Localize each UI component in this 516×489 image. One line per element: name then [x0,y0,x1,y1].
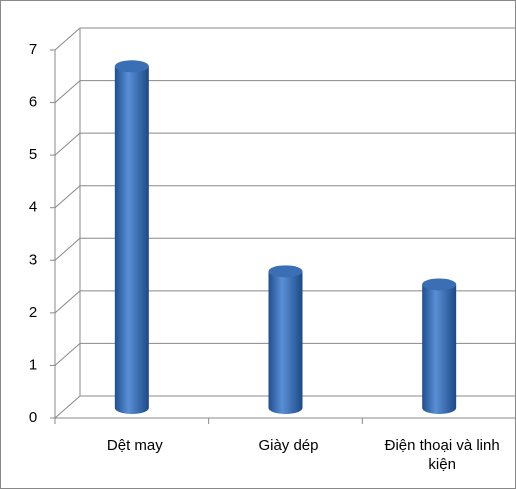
bar [114,60,149,414]
x-tick-label: Dệt may [106,437,163,454]
y-tick-label: 2 [29,304,37,321]
y-tick-label: 7 [29,41,37,58]
grid-line [54,185,516,209]
bar [268,265,303,414]
grid-line [54,290,516,314]
grid-line [54,395,516,419]
y-tick-label: 4 [29,199,37,216]
y-tick-label: 6 [29,94,37,111]
bar-body [114,66,149,414]
bar-top [268,265,303,278]
grid-line [54,132,516,156]
y-tick-label: 0 [29,409,37,426]
y-tick-label: 1 [29,356,37,373]
bar-top [422,278,457,291]
bar [422,278,457,414]
bar-body [422,284,457,414]
bar-top [114,60,149,73]
x-tick-label: Điện thoại và linh kiện [384,437,500,473]
bar-body [268,271,303,414]
grid-line [54,237,516,261]
y-tick-label: 5 [29,146,37,163]
grid-line [54,27,516,51]
grid-line [54,80,516,103]
x-tick-label: Giày dép [258,437,319,454]
grid-line [54,342,516,366]
y-tick-label: 3 [29,251,37,268]
